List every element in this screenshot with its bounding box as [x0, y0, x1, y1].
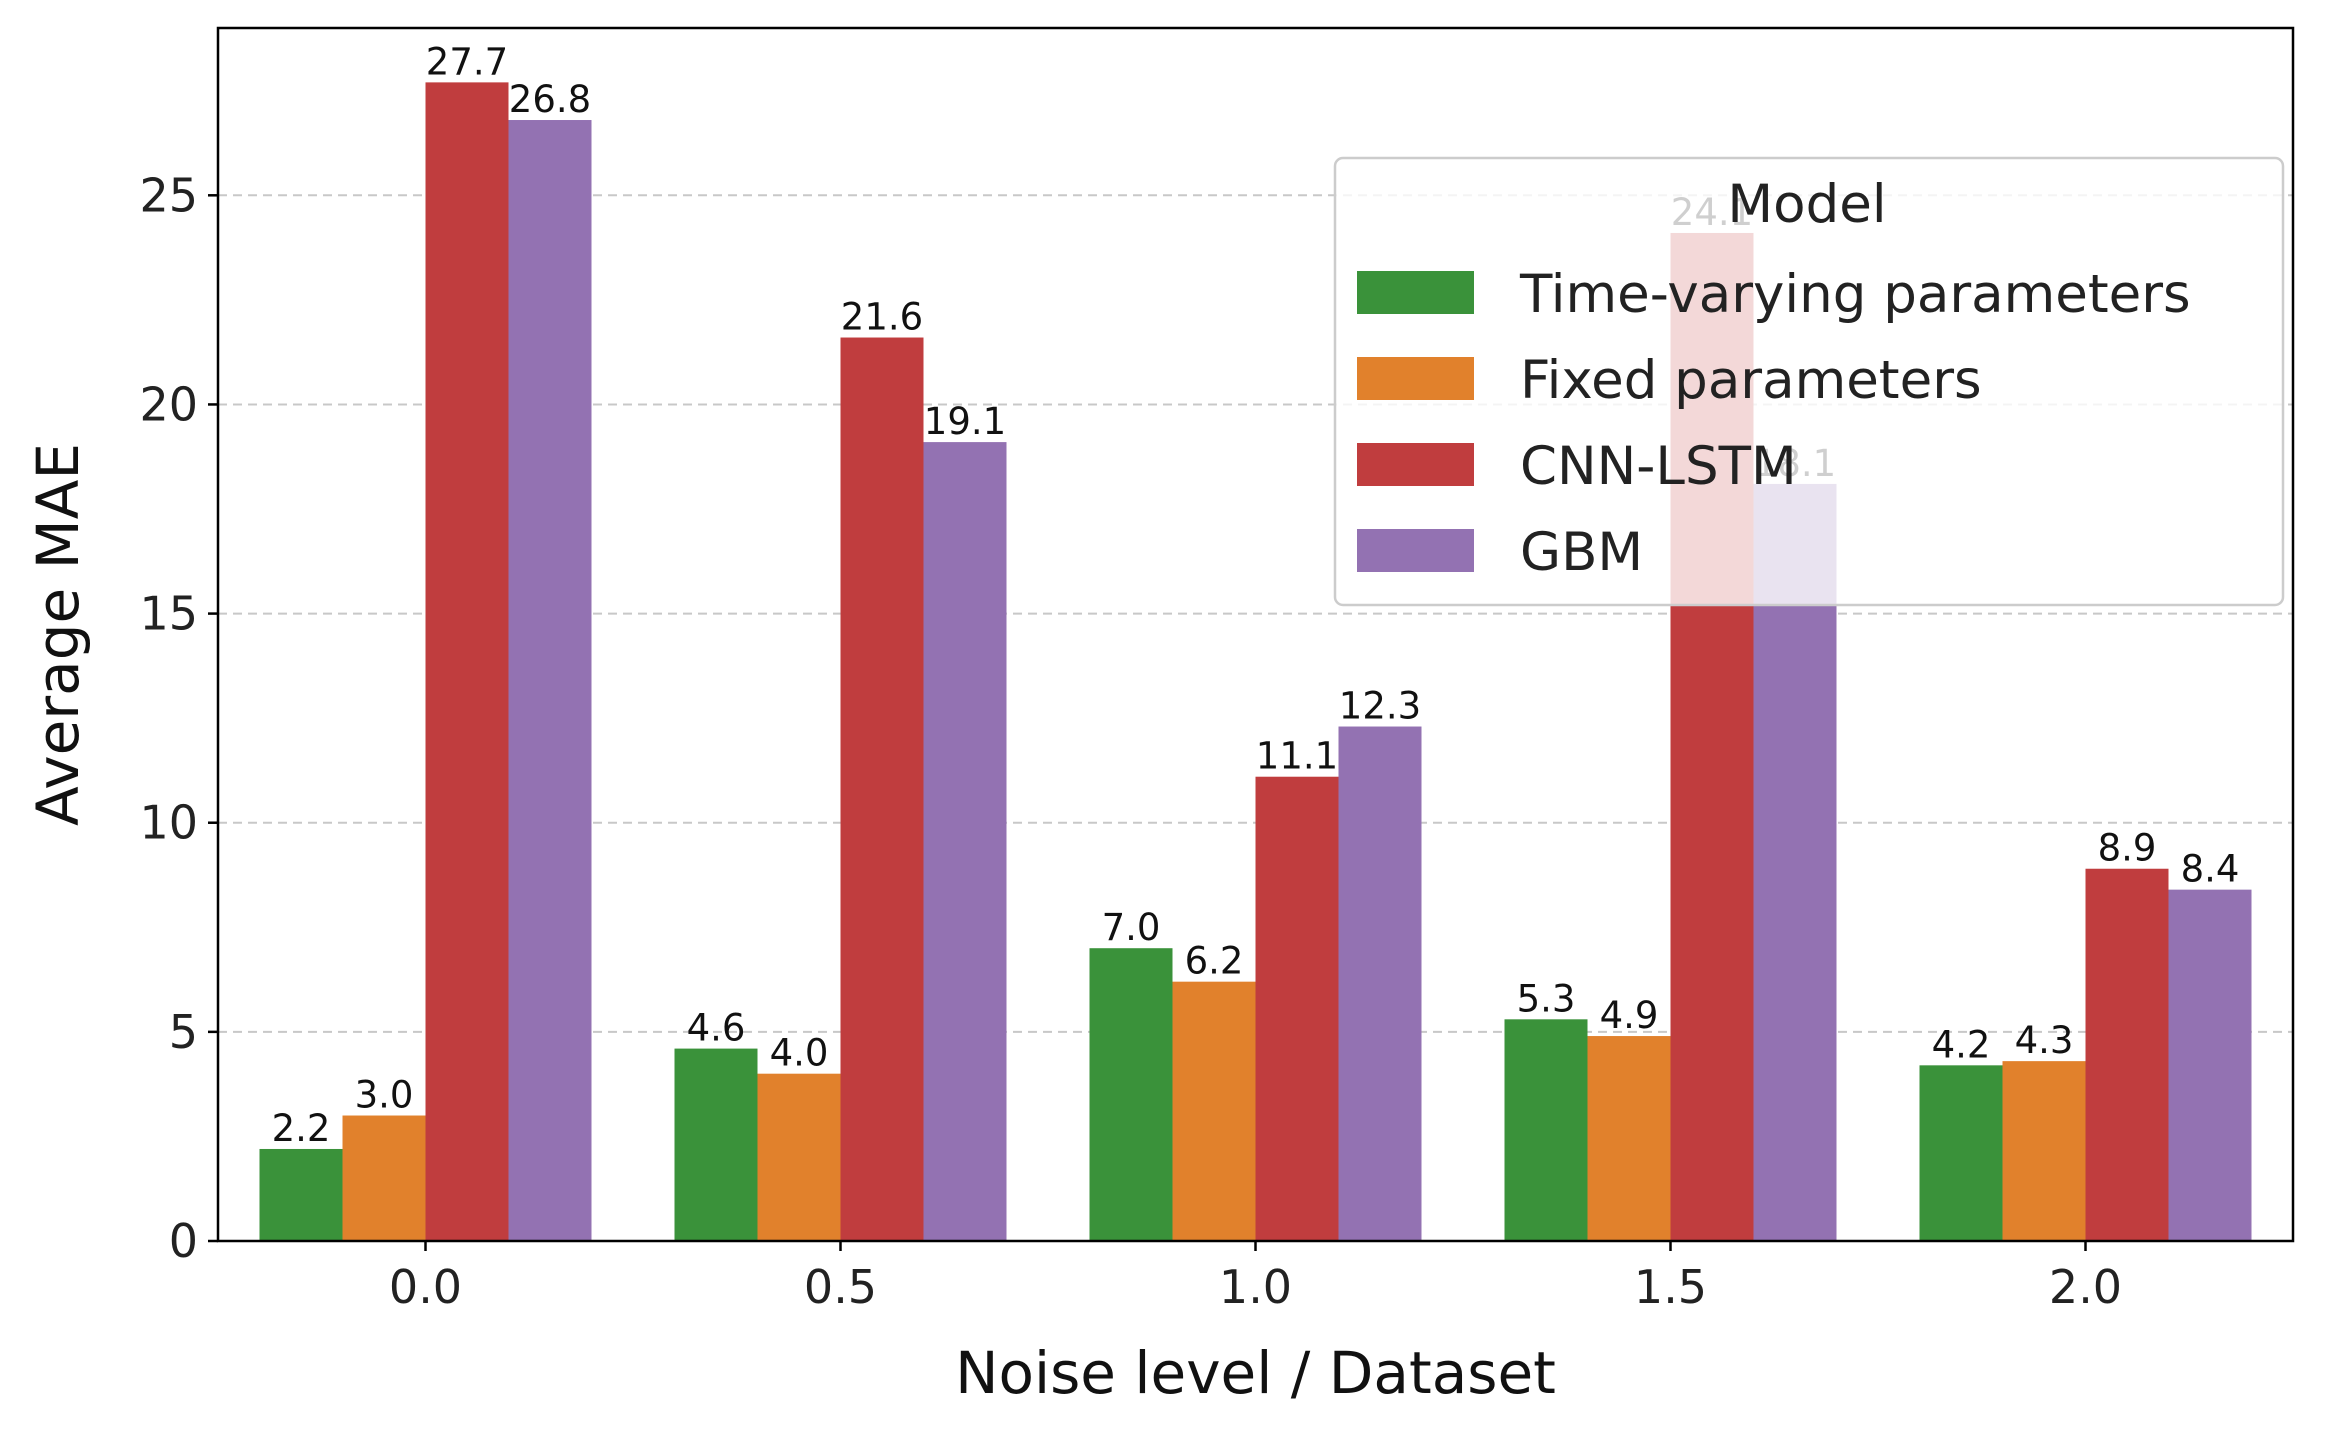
bar-value-label: 2.2: [272, 1107, 331, 1150]
legend-swatch: [1357, 271, 1474, 314]
bar-value-label: 4.6: [687, 1007, 746, 1050]
bar-value-label: 12.3: [1339, 685, 1421, 728]
y-tick-label: 15: [139, 587, 198, 641]
bar-value-label: 3.0: [355, 1074, 414, 1117]
bar: [425, 82, 509, 1242]
legend-items: Time-varying parameters Fixed parameters C…: [1357, 264, 2191, 583]
bar: [1504, 1019, 1588, 1241]
bar: [923, 442, 1007, 1241]
bar: [1172, 981, 1256, 1241]
legend-swatch: [1357, 529, 1474, 572]
legend-swatch: [1357, 357, 1474, 400]
y-tick-label: 10: [139, 796, 198, 850]
legend-entry-label: Time-varying parameters: [1519, 264, 2191, 325]
y-tick-label: 20: [139, 377, 198, 431]
legend-entry-label: CNN-LSTM: [1520, 436, 1797, 497]
bar: [2002, 1061, 2086, 1241]
bar-value-label: 6.2: [1185, 940, 1244, 983]
x-tick-label: 0.0: [389, 1260, 462, 1314]
bar-value-label: 5.3: [1517, 977, 1576, 1020]
x-tick-label: 1.5: [1634, 1260, 1707, 1314]
bar-value-label: 27.7: [426, 40, 508, 83]
bar: [508, 120, 592, 1241]
x-axis-label: Noise level / Dataset: [955, 1339, 1556, 1407]
legend-swatch: [1357, 443, 1474, 486]
bar-value-label: 8.9: [2098, 827, 2157, 870]
bar-value-label: 26.8: [509, 78, 591, 121]
y-tick-label: 5: [169, 1005, 198, 1059]
x-tick-label: 2.0: [2049, 1260, 2122, 1314]
bar: [1338, 726, 1422, 1241]
legend-entry-label: Fixed parameters: [1520, 350, 1982, 411]
bar: [259, 1148, 343, 1241]
bar: [674, 1048, 758, 1241]
bars: [259, 82, 2252, 1242]
bar: [1753, 483, 1837, 1242]
bar-value-label: 8.4: [2181, 848, 2240, 891]
bar: [1587, 1036, 1671, 1241]
axis-ticks: 0 5 10 15 20 25 0.0 0.5 1.0 1.5 2.0: [139, 168, 2122, 1314]
bar: [2085, 868, 2169, 1241]
y-tick-label: 0: [169, 1214, 198, 1268]
bar: [2168, 889, 2252, 1241]
bar-value-label: 4.2: [1932, 1023, 1991, 1066]
bar-value-label: 4.9: [1600, 994, 1659, 1037]
bar: [1919, 1065, 2003, 1241]
x-tick-label: 0.5: [804, 1260, 877, 1314]
bar-value-label: 19.1: [924, 400, 1006, 443]
bar: [840, 337, 924, 1241]
bar: [342, 1115, 426, 1241]
legend: Model Time-varying parameters Fixed param…: [1333, 156, 2285, 607]
legend-box: [1333, 156, 2285, 607]
bar-value-label: 7.0: [1102, 906, 1161, 949]
x-tick-label: 1.0: [1219, 1260, 1292, 1314]
bar: [757, 1073, 841, 1241]
bar-value-label: 4.3: [2015, 1019, 2074, 1062]
legend-entry-label: GBM: [1520, 522, 1643, 583]
bar-value-label: 21.6: [841, 296, 923, 339]
bar: [1255, 776, 1339, 1241]
y-axis-label: Average MAE: [24, 443, 92, 826]
y-tick-label: 25: [139, 168, 198, 222]
legend-title: Model: [1727, 174, 1886, 235]
bar-value-label: 4.0: [770, 1032, 829, 1075]
bar: [1089, 948, 1173, 1241]
bar-value-label: 11.1: [1256, 735, 1338, 778]
